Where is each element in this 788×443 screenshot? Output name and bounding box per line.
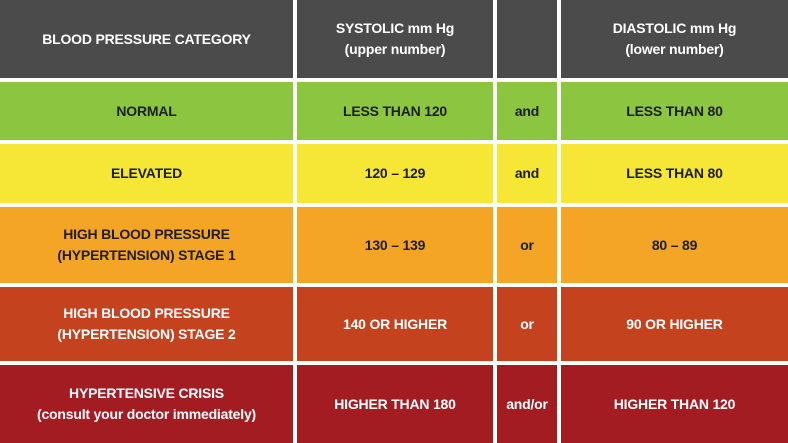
cell-text: or bbox=[520, 236, 534, 253]
cell-text: (HYPERTENSION) STAGE 1 bbox=[57, 247, 236, 263]
row-connector-cell: or bbox=[497, 287, 557, 361]
header-category-cell: BLOOD PRESSURE CATEGORY bbox=[0, 0, 293, 78]
row-category-cell: HIGH BLOOD PRESSURE (HYPERTENSION) STAGE … bbox=[0, 207, 293, 283]
cell-text: BLOOD PRESSURE CATEGORY bbox=[42, 30, 251, 47]
row-connector-cell: and bbox=[497, 144, 557, 203]
row-connector-cell: and/or bbox=[497, 365, 557, 443]
header-systolic-cell: SYSTOLIC mm Hg (upper number) bbox=[297, 0, 493, 78]
cell-text: LESS THAN 80 bbox=[626, 102, 723, 119]
cell-text: (lower number) bbox=[625, 41, 724, 57]
cell-text: LESS THAN 120 bbox=[343, 102, 447, 119]
row-systolic-cell: HIGHER THAN 180 bbox=[297, 365, 493, 443]
cell-text: and bbox=[514, 165, 540, 181]
cell-text: 140 OR HIGHER bbox=[343, 315, 447, 332]
row-systolic-cell: 130 – 139 bbox=[297, 207, 493, 283]
cell-text: NORMAL bbox=[116, 102, 177, 119]
cell-text: ELEVATED bbox=[111, 165, 182, 181]
cell-text: and bbox=[514, 102, 540, 119]
row-connector-cell: or bbox=[497, 207, 557, 283]
cell-text: and/or bbox=[506, 395, 548, 412]
cell-text: or bbox=[520, 315, 534, 332]
header-diastolic-cell: DIASTOLIC mm Hg (lower number) bbox=[561, 0, 788, 78]
cell-text: 130 – 139 bbox=[364, 236, 426, 253]
cell-text: 120 – 129 bbox=[364, 165, 426, 181]
cell-text: HIGH BLOOD PRESSURE bbox=[63, 305, 230, 321]
row-diastolic-cell: LESS THAN 80 bbox=[561, 144, 788, 203]
row-category-cell: NORMAL bbox=[0, 82, 293, 140]
cell-text: 80 – 89 bbox=[651, 236, 698, 253]
row-systolic-cell: LESS THAN 120 bbox=[297, 82, 493, 140]
cell-text: LESS THAN 80 bbox=[626, 165, 723, 181]
row-diastolic-cell: LESS THAN 80 bbox=[561, 82, 788, 140]
cell-text: HIGH BLOOD PRESSURE bbox=[63, 226, 230, 242]
row-connector-cell: and bbox=[497, 82, 557, 140]
row-category-cell: HIGH BLOOD PRESSURE (HYPERTENSION) STAGE … bbox=[0, 287, 293, 361]
row-systolic-cell: 140 OR HIGHER bbox=[297, 287, 493, 361]
cell-text: (consult your doctor immediately) bbox=[37, 406, 256, 422]
row-category-cell: HYPERTENSIVE CRISIS (consult your doctor … bbox=[0, 365, 293, 443]
row-diastolic-cell: 80 – 89 bbox=[561, 207, 788, 283]
cell-text: HIGHER THAN 120 bbox=[613, 395, 736, 412]
cell-text: SYSTOLIC mm Hg bbox=[335, 20, 455, 36]
header-connector-cell bbox=[497, 0, 557, 78]
cell-text: DIASTOLIC mm Hg bbox=[612, 20, 737, 36]
row-diastolic-cell: HIGHER THAN 120 bbox=[561, 365, 788, 443]
cell-text: (HYPERTENSION) STAGE 2 bbox=[57, 326, 236, 342]
cell-text: 90 OR HIGHER bbox=[626, 315, 723, 332]
cell-text: HIGHER THAN 180 bbox=[334, 395, 456, 412]
row-systolic-cell: 120 – 129 bbox=[297, 144, 493, 203]
cell-text: HYPERTENSIVE CRISIS bbox=[69, 385, 224, 401]
cell-text: (upper number) bbox=[344, 41, 446, 57]
row-category-cell: ELEVATED bbox=[0, 144, 293, 203]
row-diastolic-cell: 90 OR HIGHER bbox=[561, 287, 788, 361]
